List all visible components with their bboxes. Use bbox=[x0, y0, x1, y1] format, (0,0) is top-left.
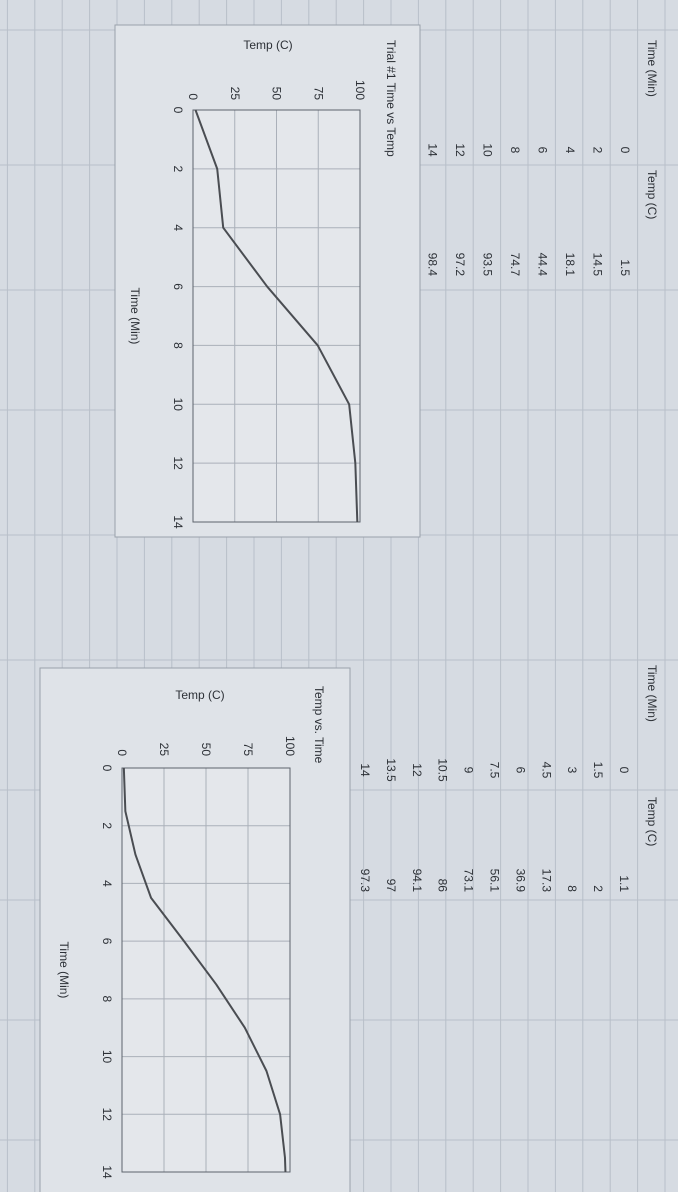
x-axis-label: Time (Min) bbox=[57, 942, 71, 999]
table-header: Time (Min) bbox=[645, 40, 659, 97]
table-cell: 17.3 bbox=[539, 869, 553, 893]
table-cell: 0 bbox=[617, 767, 631, 774]
table-cell: 73.1 bbox=[462, 869, 476, 893]
y-tick-label: 75 bbox=[241, 743, 255, 757]
table-cell: 97.2 bbox=[453, 253, 467, 277]
x-tick-label: 4 bbox=[171, 224, 185, 231]
table-cell: 97.3 bbox=[358, 869, 372, 893]
table-cell: 12 bbox=[453, 143, 467, 157]
table-cell: 8 bbox=[508, 147, 522, 154]
table-cell: 94.1 bbox=[410, 869, 424, 893]
table-cell: 36.9 bbox=[513, 869, 527, 893]
y-tick-label: 100 bbox=[353, 80, 367, 100]
x-tick-label: 4 bbox=[100, 880, 114, 887]
table-cell: 1.5 bbox=[591, 762, 605, 779]
y-tick-label: 0 bbox=[115, 749, 129, 756]
x-tick-label: 6 bbox=[100, 938, 114, 945]
table-cell: 56.1 bbox=[488, 869, 502, 893]
table-cell: 6 bbox=[513, 767, 527, 774]
table-header: Temp (C) bbox=[645, 797, 659, 846]
y-tick-label: 100 bbox=[283, 736, 297, 756]
table-cell: 98.4 bbox=[426, 253, 440, 277]
table-cell: 3 bbox=[565, 767, 579, 774]
table-header: Time (Min) bbox=[645, 665, 659, 722]
x-tick-label: 14 bbox=[171, 515, 185, 529]
x-tick-label: 2 bbox=[171, 166, 185, 173]
x-tick-label: 10 bbox=[100, 1050, 114, 1064]
x-tick-label: 8 bbox=[100, 996, 114, 1003]
table-cell: 7.5 bbox=[488, 762, 502, 779]
y-tick-label: 50 bbox=[199, 743, 213, 757]
table-cell: 12 bbox=[410, 763, 424, 777]
table-cell: 4 bbox=[563, 147, 577, 154]
table-cell: 97 bbox=[384, 879, 398, 893]
plot-border bbox=[121, 767, 291, 1173]
table-cell: 13.5 bbox=[384, 758, 398, 782]
x-tick-label: 12 bbox=[171, 456, 185, 470]
y-tick-label: 50 bbox=[270, 87, 284, 101]
x-tick-label: 8 bbox=[171, 342, 185, 349]
table-cell: 14 bbox=[358, 763, 372, 777]
table-cell: 93.5 bbox=[481, 253, 495, 277]
x-tick-label: 0 bbox=[100, 765, 114, 772]
x-axis-label: Time (Min) bbox=[128, 288, 142, 345]
x-tick-label: 6 bbox=[171, 283, 185, 290]
table-cell: 1.1 bbox=[617, 875, 631, 892]
y-axis-label: Temp (C) bbox=[243, 38, 292, 52]
table-cell: 4.5 bbox=[539, 762, 553, 779]
table-cell: 74.7 bbox=[508, 253, 522, 277]
y-tick-label: 75 bbox=[311, 87, 325, 101]
table-cell: 9 bbox=[462, 767, 476, 774]
table-cell: 6 bbox=[536, 147, 550, 154]
data-line bbox=[122, 767, 287, 1173]
x-tick-label: 10 bbox=[171, 398, 185, 412]
table-header: Temp (C) bbox=[645, 170, 659, 219]
table-cell: 2 bbox=[591, 147, 605, 154]
data-line bbox=[194, 109, 359, 523]
table-cell: 8 bbox=[565, 885, 579, 892]
table-cell: 14 bbox=[426, 143, 440, 157]
table-cell: 18.1 bbox=[563, 253, 577, 277]
x-tick-label: 0 bbox=[171, 107, 185, 114]
y-tick-label: 25 bbox=[228, 87, 242, 101]
table-cell: 44.4 bbox=[536, 253, 550, 277]
table-cell: 2 bbox=[591, 885, 605, 892]
table-cell: 14.5 bbox=[591, 253, 605, 277]
chart-title: Trial #1 Time vs Temp bbox=[384, 40, 398, 157]
x-tick-label: 12 bbox=[100, 1108, 114, 1122]
plot-border bbox=[192, 109, 361, 523]
y-tick-label: 0 bbox=[186, 93, 200, 100]
table-cell: 10 bbox=[481, 143, 495, 157]
x-tick-label: 2 bbox=[100, 822, 114, 829]
y-tick-label: 25 bbox=[157, 743, 171, 757]
table-cell: 0 bbox=[618, 147, 632, 154]
table-cell: 10.5 bbox=[436, 758, 450, 782]
table-cell: 1.5 bbox=[618, 259, 632, 276]
x-tick-label: 14 bbox=[100, 1165, 114, 1179]
chart-title: Temp vs. Time bbox=[312, 686, 326, 764]
table-cell: 86 bbox=[436, 879, 450, 893]
y-axis-label: Temp (C) bbox=[175, 688, 224, 702]
